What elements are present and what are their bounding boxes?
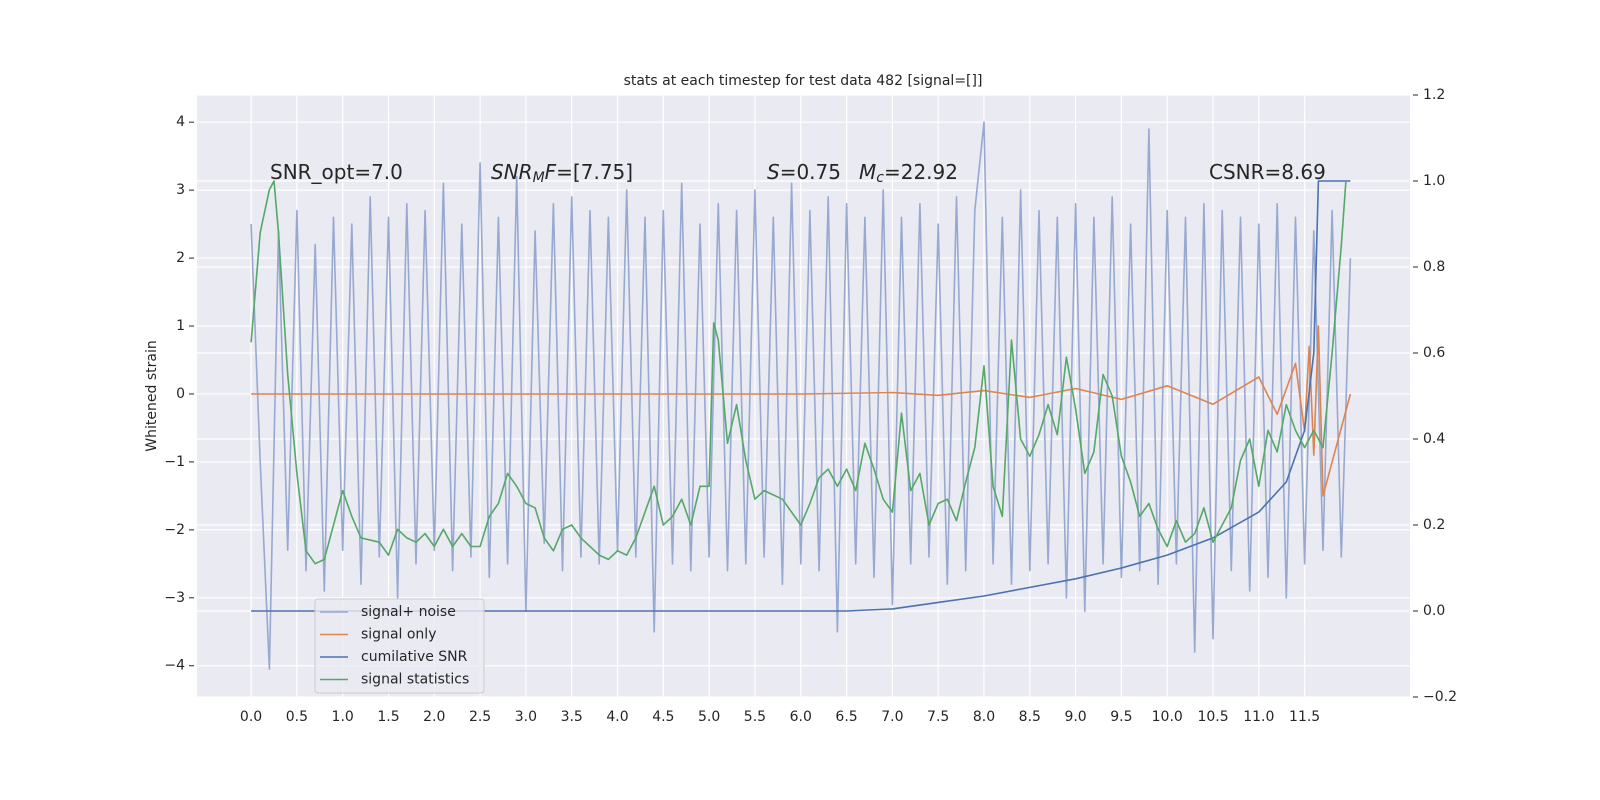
y2-tick-label: 1.0 bbox=[1423, 173, 1445, 189]
series-line bbox=[250, 121, 1352, 670]
annotation-part: SNR_opt=7.0 bbox=[270, 160, 403, 184]
annotation: SNR_opt=7.0 bbox=[270, 160, 403, 184]
legend-label: signal only bbox=[361, 627, 436, 643]
legend: signal+ noise signal only cumilative SNR si… bbox=[314, 598, 485, 694]
y-tick-label: −4 bbox=[164, 658, 185, 674]
legend-box bbox=[314, 598, 485, 694]
annotation-part: F bbox=[545, 160, 557, 184]
x-tick-label: 10.0 bbox=[1152, 709, 1183, 725]
annotation-part: =[7.75] bbox=[556, 160, 633, 184]
legend-label: cumilative SNR bbox=[361, 649, 468, 665]
y-tick-label: 3 bbox=[176, 182, 185, 198]
y2-tick-label: −0.2 bbox=[1423, 689, 1457, 705]
x-tick-label: 11.5 bbox=[1289, 709, 1320, 725]
y-tick-label: 4 bbox=[176, 114, 185, 130]
y2-tick-label: 0.6 bbox=[1423, 345, 1445, 361]
annotation-part: M bbox=[533, 170, 545, 186]
x-tick-label: 2.5 bbox=[469, 709, 491, 725]
annotation-part: =0.75 bbox=[780, 160, 841, 184]
annotation-part: CSNR=8.69 bbox=[1209, 160, 1326, 184]
y2-tick-label: 0.8 bbox=[1423, 259, 1445, 275]
x-tick-label: 0.5 bbox=[286, 709, 308, 725]
x-tick-label: 7.5 bbox=[927, 709, 949, 725]
annotation-part: c bbox=[876, 170, 884, 186]
x-tick-label: 3.0 bbox=[515, 709, 537, 725]
annotation: CSNR=8.69 bbox=[1209, 160, 1326, 184]
x-tick-label: 11.0 bbox=[1243, 709, 1274, 725]
y-tick-label: 1 bbox=[176, 318, 185, 334]
annotation: SNRMF=[7.75] bbox=[491, 160, 633, 187]
x-tick-label: 3.5 bbox=[561, 709, 583, 725]
x-tick-label: 6.5 bbox=[835, 709, 857, 725]
x-tick-label: 9.5 bbox=[1110, 709, 1132, 725]
x-tick-label: 1.5 bbox=[377, 709, 399, 725]
x-tick-label: 4.0 bbox=[606, 709, 628, 725]
x-tick-label: 8.0 bbox=[973, 709, 995, 725]
series-line bbox=[251, 180, 1351, 612]
annotation-part: M bbox=[859, 160, 876, 184]
annotation-part: =22.92 bbox=[884, 160, 958, 184]
x-tick-label: 9.0 bbox=[1064, 709, 1086, 725]
x-tick-label: 4.5 bbox=[652, 709, 674, 725]
x-tick-label: 0.0 bbox=[240, 709, 262, 725]
series-line bbox=[251, 325, 1352, 497]
legend-label: signal+ noise bbox=[361, 604, 456, 620]
annotation: Mc=22.92 bbox=[859, 160, 958, 187]
y2-tick-label: 0.0 bbox=[1423, 603, 1445, 619]
x-tick-label: 5.0 bbox=[698, 709, 720, 725]
chart-title: stats at each timestep for test data 482… bbox=[624, 73, 983, 89]
x-tick-label: 1.0 bbox=[332, 709, 354, 725]
x-tick-label: 8.5 bbox=[1019, 709, 1041, 725]
annotation-part: S bbox=[767, 160, 780, 184]
y-axis-label: Whitened strain bbox=[144, 340, 160, 451]
x-tick-label: 6.0 bbox=[790, 709, 812, 725]
y-tick-label: 0 bbox=[176, 386, 185, 402]
y-tick-label: −1 bbox=[164, 454, 185, 470]
y2-tick-label: 0.2 bbox=[1423, 517, 1445, 533]
x-tick-label: 2.0 bbox=[423, 709, 445, 725]
legend-label: signal statistics bbox=[361, 672, 469, 688]
annotation-part: SNR bbox=[491, 160, 533, 184]
x-tick-label: 10.5 bbox=[1197, 709, 1228, 725]
y-tick-label: −2 bbox=[164, 522, 185, 538]
annotation: S=0.75 bbox=[767, 160, 841, 184]
y2-tick-label: 0.4 bbox=[1423, 431, 1445, 447]
y-tick-label: −3 bbox=[164, 590, 185, 606]
x-tick-label: 7.0 bbox=[881, 709, 903, 725]
y-tick-label: 2 bbox=[176, 250, 185, 266]
y2-tick-label: 1.2 bbox=[1423, 87, 1445, 103]
x-tick-label: 5.5 bbox=[744, 709, 766, 725]
series-line bbox=[250, 180, 1347, 565]
